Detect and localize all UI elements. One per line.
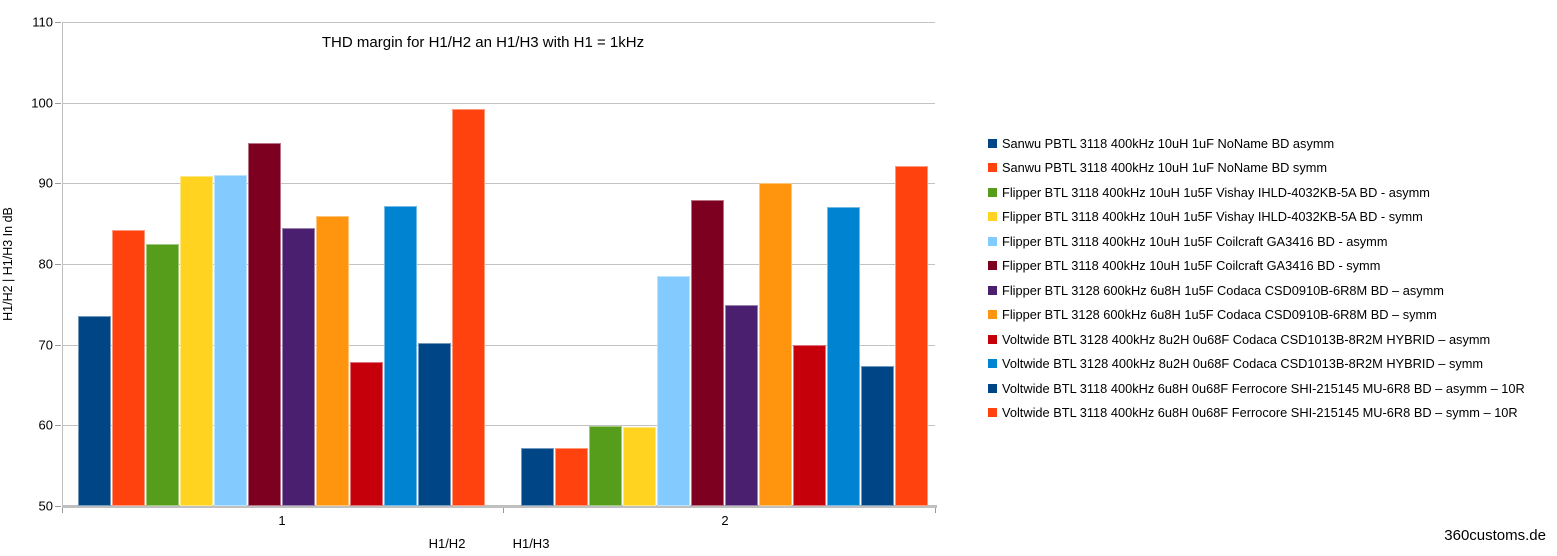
bar-series-11-cat-1 bbox=[418, 342, 451, 506]
y-axis-tick bbox=[55, 183, 61, 185]
legend-label: Flipper BTL 3128 600kHz 6u8H 1u5F Codaca… bbox=[1002, 307, 1437, 323]
bar-series-9-cat-2 bbox=[793, 345, 826, 506]
legend-swatch-icon bbox=[988, 408, 997, 418]
x-axis-line bbox=[62, 504, 937, 508]
bar-series-10-cat-2 bbox=[827, 206, 860, 506]
category-label-1: 1 bbox=[278, 513, 286, 528]
y-axis-tick bbox=[55, 22, 61, 24]
bar-series-5-cat-1 bbox=[214, 174, 247, 506]
legend-swatch-icon bbox=[988, 212, 997, 222]
y-tick-label: 90 bbox=[38, 175, 53, 191]
x-axis-label-h1h3: H1/H3 bbox=[512, 536, 550, 551]
y-tick-label: 110 bbox=[32, 14, 53, 30]
bar-series-2-cat-1 bbox=[112, 230, 145, 506]
bar-series-3-cat-2 bbox=[589, 425, 622, 506]
gridline bbox=[62, 102, 935, 104]
gridline bbox=[62, 22, 935, 24]
x-axis-tick bbox=[503, 507, 504, 513]
bar-series-5-cat-2 bbox=[657, 276, 690, 506]
legend-swatch-icon bbox=[988, 285, 997, 295]
y-axis-tick bbox=[55, 264, 61, 265]
gridline bbox=[62, 183, 935, 185]
bar-series-8-cat-2 bbox=[759, 183, 792, 506]
y-tick-label: 100 bbox=[31, 95, 53, 111]
gridline bbox=[62, 425, 935, 427]
legend-swatch-icon bbox=[988, 138, 997, 148]
legend-item: Flipper BTL 3118 400kHz 10uH 1u5F Vishay… bbox=[988, 205, 1525, 230]
legend-label: Flipper BTL 3118 400kHz 10uH 1u5F Vishay… bbox=[1002, 184, 1430, 200]
legend-item: Flipper BTL 3118 400kHz 10uH 1u5F Coilcr… bbox=[988, 254, 1525, 279]
bar-series-9-cat-1 bbox=[350, 362, 383, 506]
y-tick-label: 70 bbox=[38, 337, 53, 353]
y-tick-label: 50 bbox=[38, 498, 53, 514]
legend-label: Sanwu PBTL 3118 400kHz 10uH 1uF NoName B… bbox=[1002, 160, 1328, 176]
legend-label: Voltwide BTL 3118 400kHz 6u8H 0u68F Ferr… bbox=[1002, 405, 1518, 421]
legend-item: Voltwide BTL 3118 400kHz 6u8H 0u68F Ferr… bbox=[988, 376, 1525, 401]
legend-label: Flipper BTL 3118 400kHz 10uH 1u5F Coilcr… bbox=[1002, 233, 1388, 249]
y-axis-tick bbox=[55, 505, 61, 507]
legend-swatch-icon bbox=[988, 310, 997, 320]
gridline bbox=[62, 264, 935, 265]
legend-swatch-icon bbox=[988, 163, 997, 173]
bar-series-6-cat-2 bbox=[691, 199, 724, 506]
y-tick-label: 60 bbox=[38, 417, 53, 433]
bar-series-1-cat-2 bbox=[521, 448, 554, 506]
gridline bbox=[62, 344, 935, 346]
bar-series-11-cat-2 bbox=[861, 366, 894, 506]
legend-item: Sanwu PBTL 3118 400kHz 10uH 1uF NoName B… bbox=[988, 156, 1525, 181]
legend-item: Sanwu PBTL 3118 400kHz 10uH 1uF NoName B… bbox=[988, 131, 1525, 156]
legend-label: Flipper BTL 3128 600kHz 6u8H 1u5F Codaca… bbox=[1002, 282, 1444, 298]
bar-series-3-cat-1 bbox=[146, 243, 179, 506]
watermark: 360customs.de bbox=[1444, 527, 1546, 544]
legend-item: Voltwide BTL 3118 400kHz 6u8H 0u68F Ferr… bbox=[988, 401, 1525, 426]
legend: Sanwu PBTL 3118 400kHz 10uH 1uF NoName B… bbox=[988, 131, 1525, 425]
legend-label: Voltwide BTL 3118 400kHz 6u8H 0u68F Ferr… bbox=[1002, 380, 1525, 396]
y-axis-tick bbox=[55, 102, 61, 104]
legend-item: Flipper BTL 3118 400kHz 10uH 1u5F Coilcr… bbox=[988, 229, 1525, 254]
legend-item: Voltwide BTL 3128 400kHz 8u2H 0u68F Coda… bbox=[988, 327, 1525, 352]
category-label-2: 2 bbox=[721, 513, 729, 528]
y-axis-line bbox=[62, 22, 63, 508]
legend-item: Flipper BTL 3128 600kHz 6u8H 1u5F Codaca… bbox=[988, 278, 1525, 303]
bar-series-7-cat-1 bbox=[282, 227, 315, 506]
legend-swatch-icon bbox=[988, 187, 997, 197]
bar-series-4-cat-2 bbox=[623, 426, 656, 506]
bar-series-12-cat-2 bbox=[895, 165, 928, 506]
bar-series-1-cat-1 bbox=[78, 316, 111, 506]
legend-item: Flipper BTL 3118 400kHz 10uH 1u5F Vishay… bbox=[988, 180, 1525, 205]
legend-label: Flipper BTL 3118 400kHz 10uH 1u5F Vishay… bbox=[1002, 209, 1423, 225]
legend-swatch-icon bbox=[988, 236, 997, 246]
legend-swatch-icon bbox=[988, 383, 997, 393]
bar-series-2-cat-2 bbox=[555, 448, 588, 506]
chart-title: THD margin for H1/H2 an H1/H3 with H1 = … bbox=[321, 34, 645, 51]
bar-series-10-cat-1 bbox=[384, 206, 417, 506]
legend-swatch-icon bbox=[988, 261, 997, 271]
legend-label: Voltwide BTL 3128 400kHz 8u2H 0u68F Coda… bbox=[1002, 331, 1491, 347]
x-axis-tick bbox=[62, 507, 63, 513]
legend-swatch-icon bbox=[988, 334, 997, 344]
legend-label: Sanwu PBTL 3118 400kHz 10uH 1uF NoName B… bbox=[1002, 135, 1335, 151]
legend-label: Flipper BTL 3118 400kHz 10uH 1u5F Coilcr… bbox=[1002, 258, 1381, 274]
y-axis-tick bbox=[55, 344, 61, 346]
legend-item: Voltwide BTL 3128 400kHz 8u2H 0u68F Coda… bbox=[988, 352, 1525, 377]
bar-series-7-cat-2 bbox=[725, 305, 758, 506]
bar-series-4-cat-1 bbox=[180, 176, 213, 506]
bar-series-12-cat-1 bbox=[452, 109, 485, 506]
y-axis-tick bbox=[55, 425, 61, 427]
legend-label: Voltwide BTL 3128 400kHz 8u2H 0u68F Coda… bbox=[1002, 356, 1484, 372]
bar-series-8-cat-1 bbox=[316, 215, 349, 506]
bar-series-6-cat-1 bbox=[248, 143, 281, 506]
x-axis-label-h1h2: H1/H2 bbox=[428, 536, 466, 551]
legend-swatch-icon bbox=[988, 359, 997, 369]
y-tick-label: 80 bbox=[38, 256, 53, 272]
x-axis-tick bbox=[935, 507, 936, 513]
legend-item: Flipper BTL 3128 600kHz 6u8H 1u5F Codaca… bbox=[988, 303, 1525, 328]
